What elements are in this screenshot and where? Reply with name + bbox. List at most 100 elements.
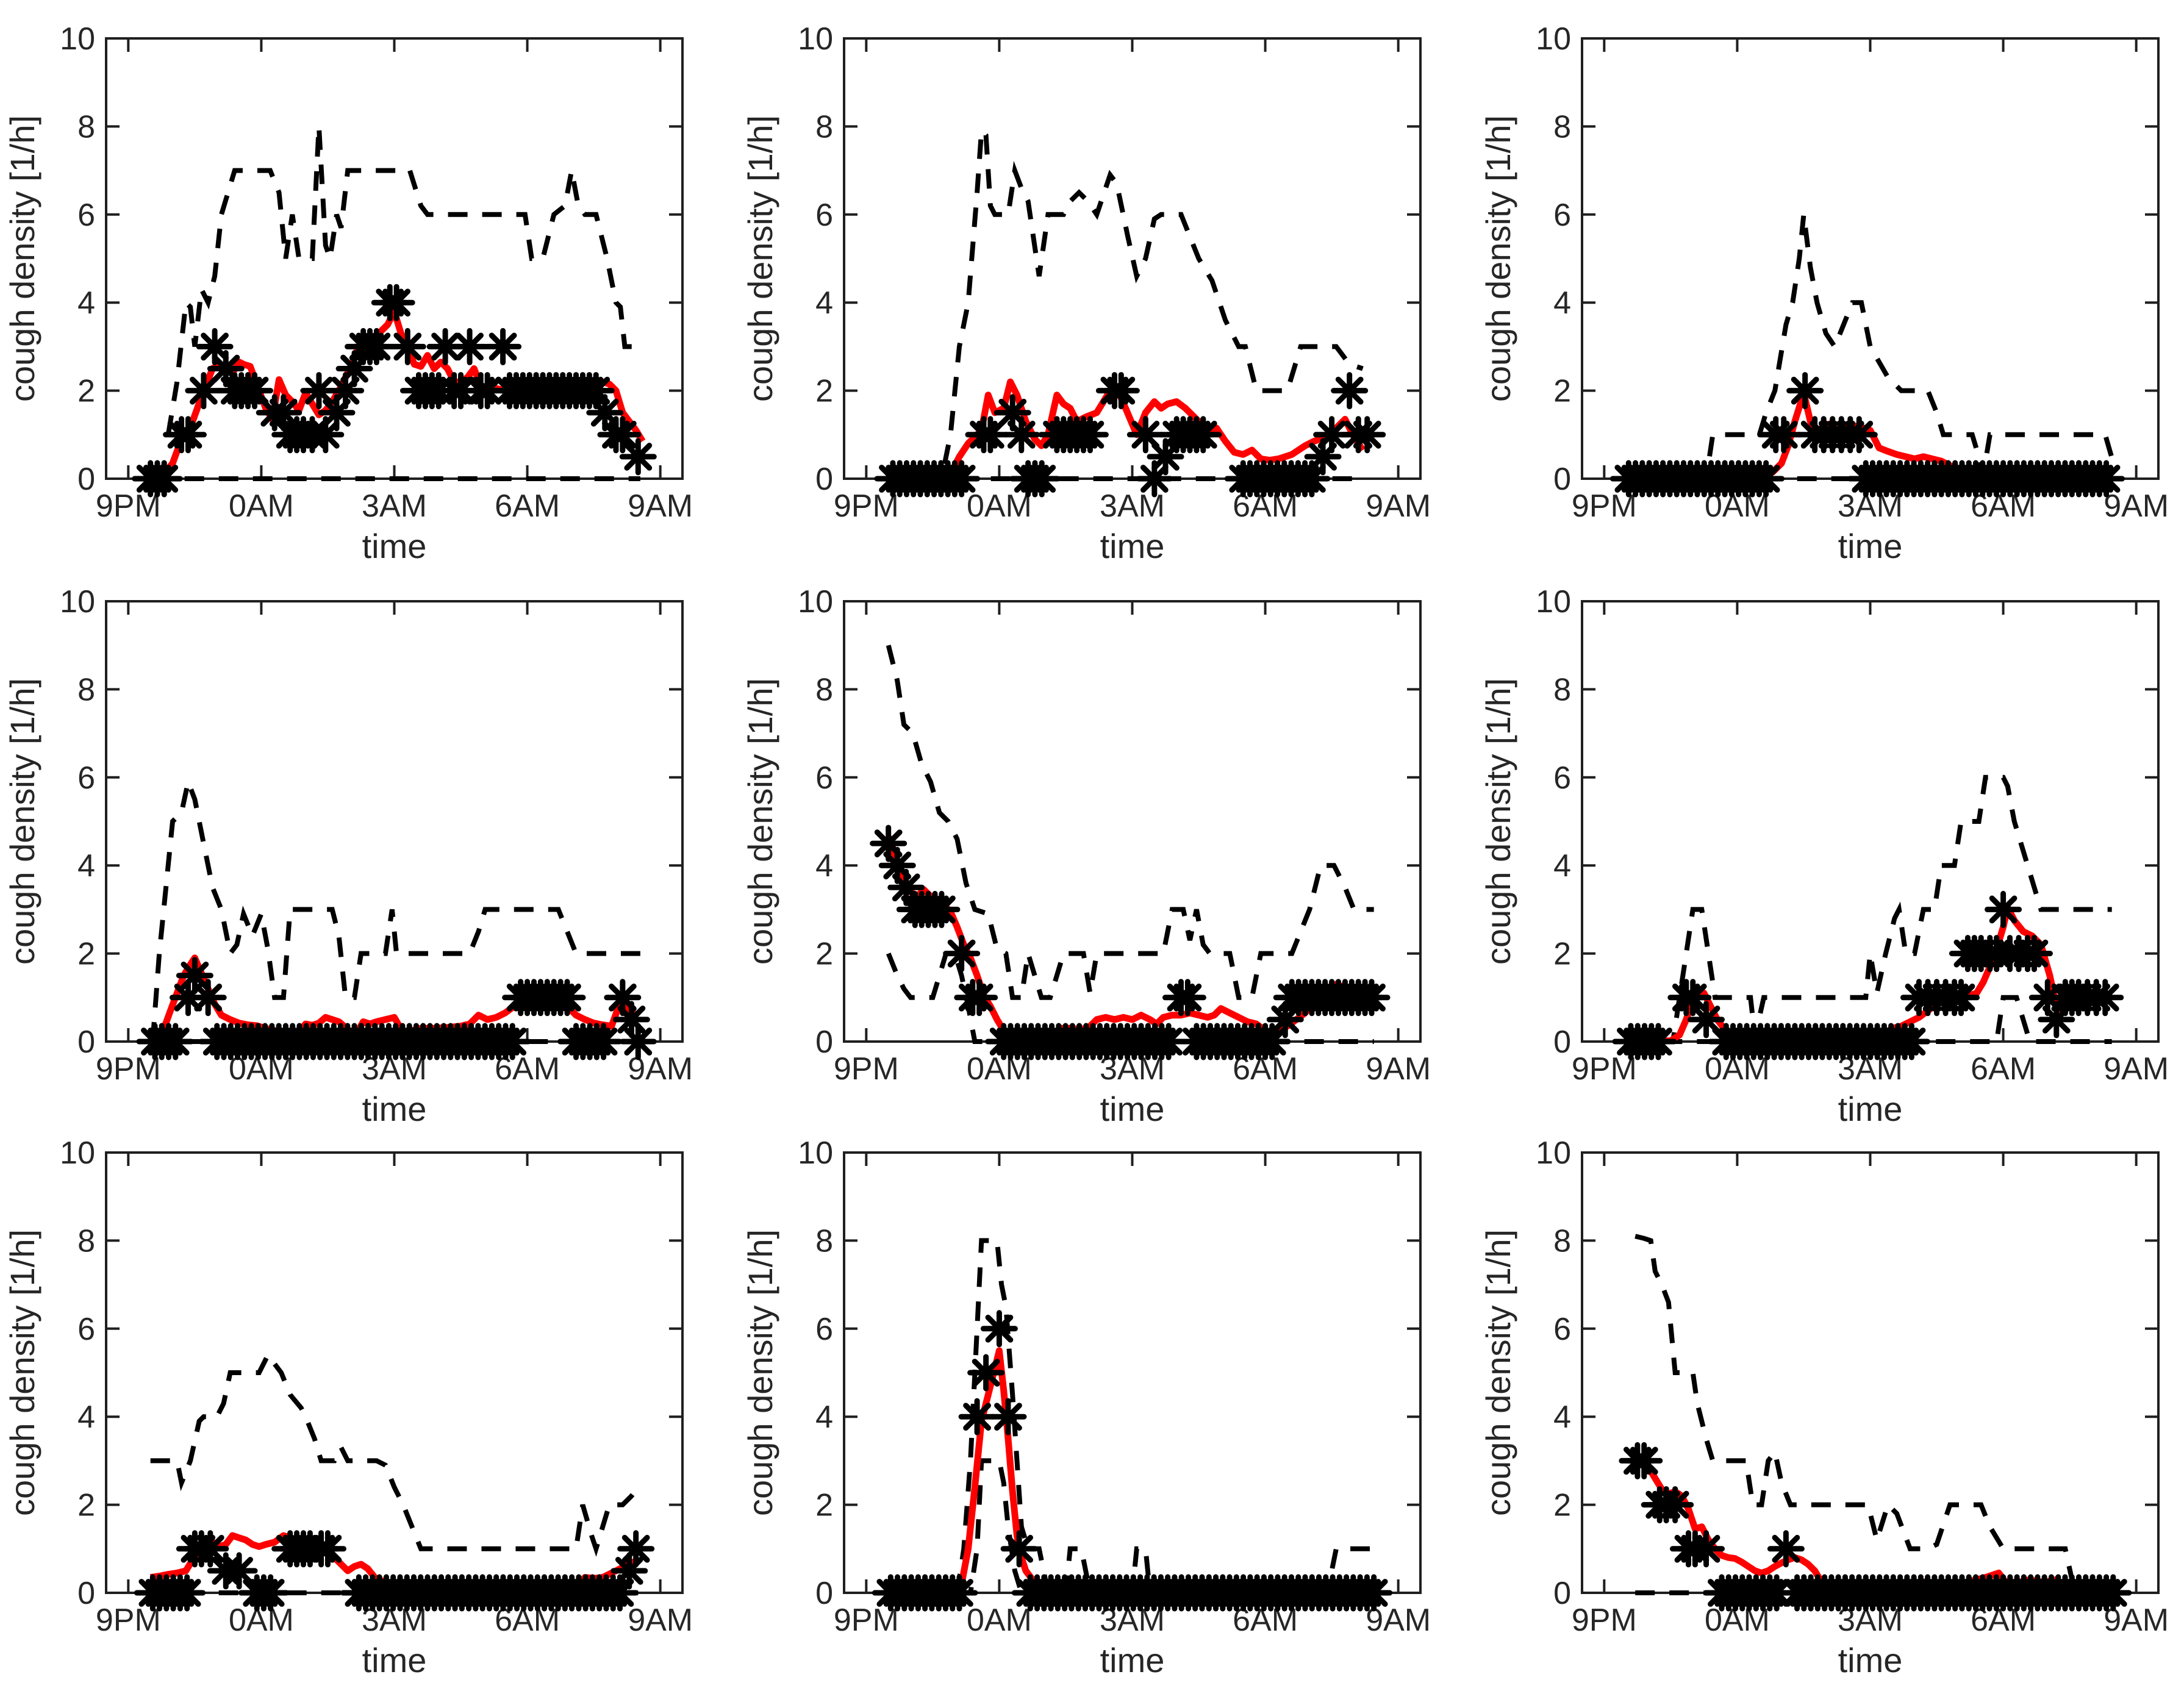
upper-bound-dashed-line: [888, 125, 1364, 481]
cough-observation-marker: [307, 416, 345, 454]
marker-stroke: [269, 398, 298, 427]
marker-stroke: [1353, 420, 1381, 449]
cough-observation-marker: [1353, 979, 1391, 1017]
cough-observation-marker: [586, 394, 624, 432]
marker-stroke: [606, 1579, 634, 1607]
lower-bound-dashed-line: [1628, 995, 2112, 1044]
marker-stroke: [174, 420, 202, 449]
marker-stroke: [1678, 983, 1707, 1012]
marker-stroke: [976, 420, 1004, 449]
cough-observation-marker: [958, 1398, 996, 1435]
y-tick-label: 2: [815, 374, 833, 409]
y-tick-label: 6: [77, 760, 95, 796]
marker-stroke: [393, 332, 422, 361]
marker-stroke: [311, 420, 340, 449]
cough-observation-marker: [1348, 416, 1386, 454]
x-tick-label: 6AM: [1971, 1051, 2036, 1087]
axes-box: [105, 1151, 684, 1594]
x-tick-label: 0AM: [967, 1603, 1032, 1638]
cough-observation-marker: [1355, 1574, 1393, 1612]
cough-observation-marker: [1003, 416, 1040, 454]
marker-stroke: [1630, 1446, 1658, 1475]
y-tick-label: 8: [77, 109, 95, 145]
x-tick-label: 0AM: [967, 488, 1032, 524]
x-tick-label: 9AM: [1366, 488, 1431, 524]
cough-observation-marker: [300, 372, 338, 410]
y-tick-label: 6: [1553, 1312, 1571, 1347]
upper-bound-dashed-line: [1628, 774, 2112, 1044]
x-tick-label: 9AM: [1366, 1051, 1431, 1087]
marker-stroke: [947, 939, 976, 968]
x-tick-label: 9PM: [1572, 1603, 1637, 1638]
marker-stroke: [2020, 939, 2049, 968]
cough-observation-marker: [967, 1354, 1005, 1392]
y-tick-label: 4: [815, 1400, 833, 1435]
y-tick-label: 2: [1553, 937, 1571, 972]
y-tick-label: 10: [60, 21, 95, 57]
cough-observation-marker: [426, 327, 464, 365]
marker-stroke: [382, 288, 411, 317]
x-tick-label: 0AM: [229, 488, 294, 524]
marker-stroke: [945, 1579, 973, 1607]
y-tick-label: 6: [1553, 760, 1571, 796]
y-axis-label: cough density [1/h]: [3, 115, 41, 402]
marker-stroke: [985, 1314, 1014, 1343]
marker-stroke: [963, 1403, 991, 1431]
marker-stroke: [1644, 1028, 1672, 1056]
y-tick-label: 8: [1553, 1223, 1571, 1259]
y-tick-label: 6: [77, 1312, 95, 1347]
marker-stroke: [972, 1359, 1000, 1387]
y-tick-label: 0: [77, 1576, 95, 1611]
cough-observation-marker: [168, 1574, 206, 1612]
marker-stroke: [150, 465, 179, 493]
x-tick-label: 9PM: [834, 1051, 899, 1087]
cough-observation-marker: [2094, 1574, 2132, 1612]
y-tick-label: 6: [1553, 198, 1571, 233]
y-tick-label: 0: [815, 462, 833, 497]
marker-stroke: [190, 376, 218, 405]
y-tick-label: 4: [77, 1400, 95, 1435]
y-axis-label: cough density [1/h]: [1479, 115, 1517, 402]
cough-observation-marker: [157, 1023, 195, 1060]
marker-stroke: [1947, 983, 1975, 1012]
cough-observation-marker: [1786, 372, 1824, 410]
cough-observation-marker: [2088, 460, 2125, 498]
cough-observation-marker: [1747, 460, 1785, 498]
marker-stroke: [431, 332, 459, 361]
cough-observation-marker: [145, 460, 183, 498]
upper-bound-dashed-line: [165, 126, 640, 435]
cough-observation-marker: [1000, 1530, 1038, 1568]
y-tick-label: 2: [815, 1488, 833, 1523]
cough-observation-marker: [972, 416, 1009, 454]
cough-observation-marker: [1985, 890, 2022, 928]
marker-stroke: [1076, 420, 1105, 449]
cough-observation-marker: [1102, 372, 1140, 410]
cough-observation-marker: [192, 1530, 229, 1568]
marker-stroke: [473, 376, 502, 405]
marker-stroke: [1107, 376, 1136, 405]
cough-observation-marker: [176, 957, 213, 995]
y-tick-label: 6: [815, 760, 833, 796]
x-axis-label: time: [1838, 527, 1903, 565]
x-tick-label: 9AM: [628, 488, 693, 524]
y-tick-label: 10: [1536, 1135, 1571, 1171]
cough-observation-marker: [612, 1001, 650, 1039]
y-tick-label: 10: [1536, 21, 1571, 57]
marker-stroke: [1131, 420, 1160, 449]
marker-stroke: [1317, 420, 1346, 449]
y-axis-label: cough density [1/h]: [1479, 678, 1517, 965]
marker-stroke: [456, 332, 484, 361]
marker-stroke: [590, 398, 619, 427]
marker-stroke: [1007, 420, 1036, 449]
y-tick-label: 8: [815, 1223, 833, 1259]
cough-observation-marker: [1625, 1442, 1663, 1479]
cough-observation-marker: [1840, 416, 1878, 454]
cough-observation-marker: [980, 1310, 1018, 1348]
marker-stroke: [582, 376, 610, 405]
axes-box: [843, 1151, 1422, 1594]
